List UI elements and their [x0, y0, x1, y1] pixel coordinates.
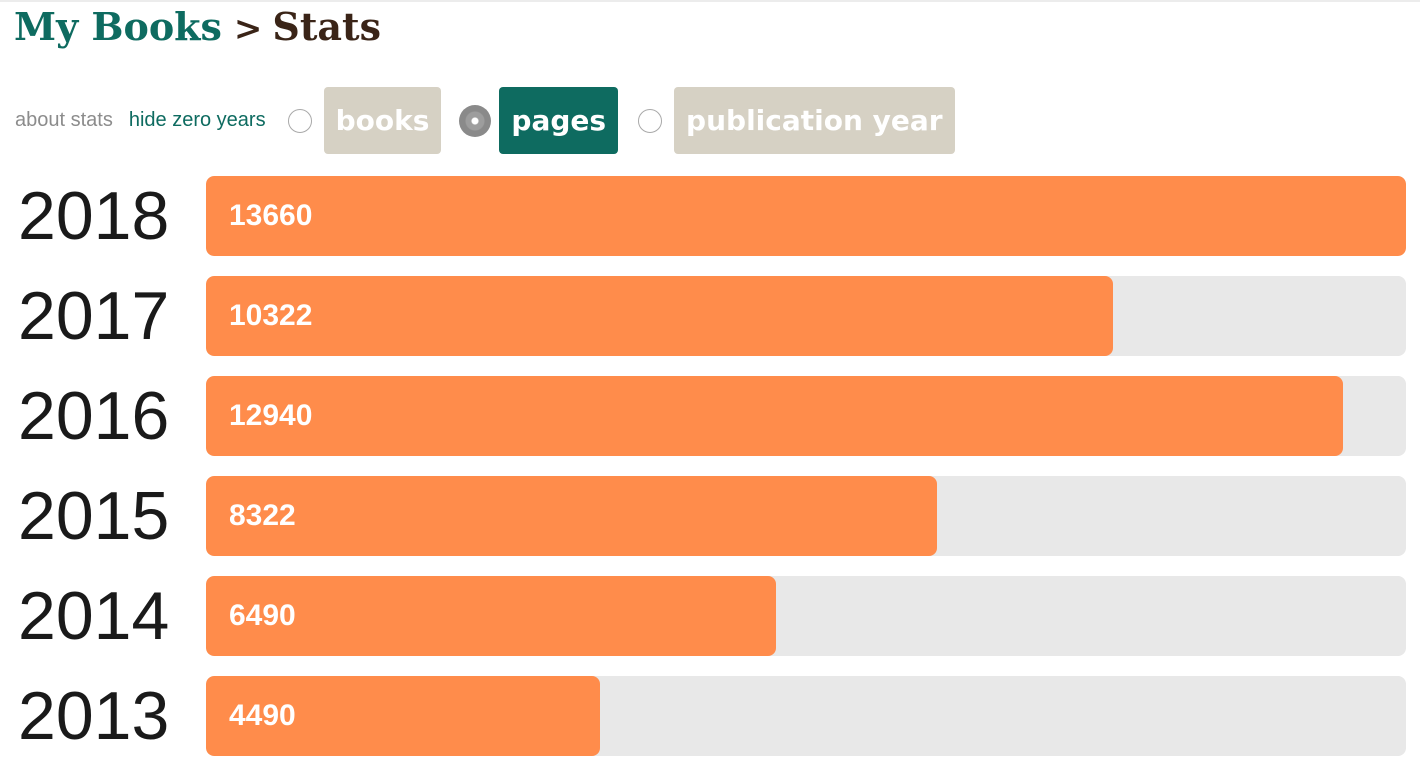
- year-row-2016: 2016 12940: [0, 376, 1420, 456]
- publication-year-radio[interactable]: [638, 108, 663, 133]
- bar-value-label: 13660: [229, 199, 313, 232]
- bar-value-label: 6490: [229, 599, 296, 632]
- bar-track[interactable]: 4490: [206, 676, 1406, 756]
- page-breadcrumb: My Books > Stats: [14, 2, 381, 52]
- year-row-2013: 2013 4490: [0, 676, 1420, 756]
- bar-track[interactable]: 13660: [206, 176, 1406, 256]
- bar-fill[interactable]: [206, 676, 600, 756]
- top-border: [0, 0, 1420, 2]
- books-radio[interactable]: [287, 108, 312, 133]
- bar-track[interactable]: 8322: [206, 476, 1406, 556]
- bar-fill[interactable]: [206, 576, 776, 656]
- year-label: 2014: [18, 578, 170, 654]
- year-label: 2017: [18, 278, 170, 354]
- bar-value-label: 10322: [229, 299, 313, 332]
- bar-value-label: 4490: [229, 699, 296, 732]
- stats-controls: about stats hide zero years books pages …: [15, 87, 955, 154]
- year-label: 2013: [18, 678, 170, 754]
- books-toggle-button[interactable]: books: [323, 87, 442, 154]
- breadcrumb-my-books-link[interactable]: My Books: [14, 4, 222, 49]
- bar-track[interactable]: 6490: [206, 576, 1406, 656]
- pages-toggle-button[interactable]: pages: [499, 87, 619, 154]
- bar-track[interactable]: 10322: [206, 276, 1406, 356]
- breadcrumb-separator: >: [233, 9, 263, 49]
- bar-track[interactable]: 12940: [206, 376, 1406, 456]
- bar-fill[interactable]: [206, 276, 1113, 356]
- pages-radio-selected[interactable]: [459, 104, 492, 137]
- bar-fill[interactable]: [206, 476, 937, 556]
- year-label: 2015: [18, 478, 170, 554]
- year-row-2014: 2014 6490: [0, 576, 1420, 656]
- bar-value-label: 8322: [229, 499, 296, 532]
- publication-year-toggle-button[interactable]: publication year: [674, 87, 955, 154]
- breadcrumb-current-stats: Stats: [272, 4, 381, 49]
- year-label: 2016: [18, 378, 170, 454]
- year-row-2017: 2017 10322: [0, 276, 1420, 356]
- year-label: 2018: [18, 178, 170, 254]
- bar-fill[interactable]: [206, 176, 1406, 256]
- year-row-2018: 2018 13660: [0, 176, 1420, 256]
- about-stats-link[interactable]: about stats: [15, 109, 113, 131]
- hide-zero-years-link[interactable]: hide zero years: [128, 109, 266, 131]
- bar-fill[interactable]: [206, 376, 1343, 456]
- bar-value-label: 12940: [229, 399, 313, 432]
- year-row-2015: 2015 8322: [0, 476, 1420, 556]
